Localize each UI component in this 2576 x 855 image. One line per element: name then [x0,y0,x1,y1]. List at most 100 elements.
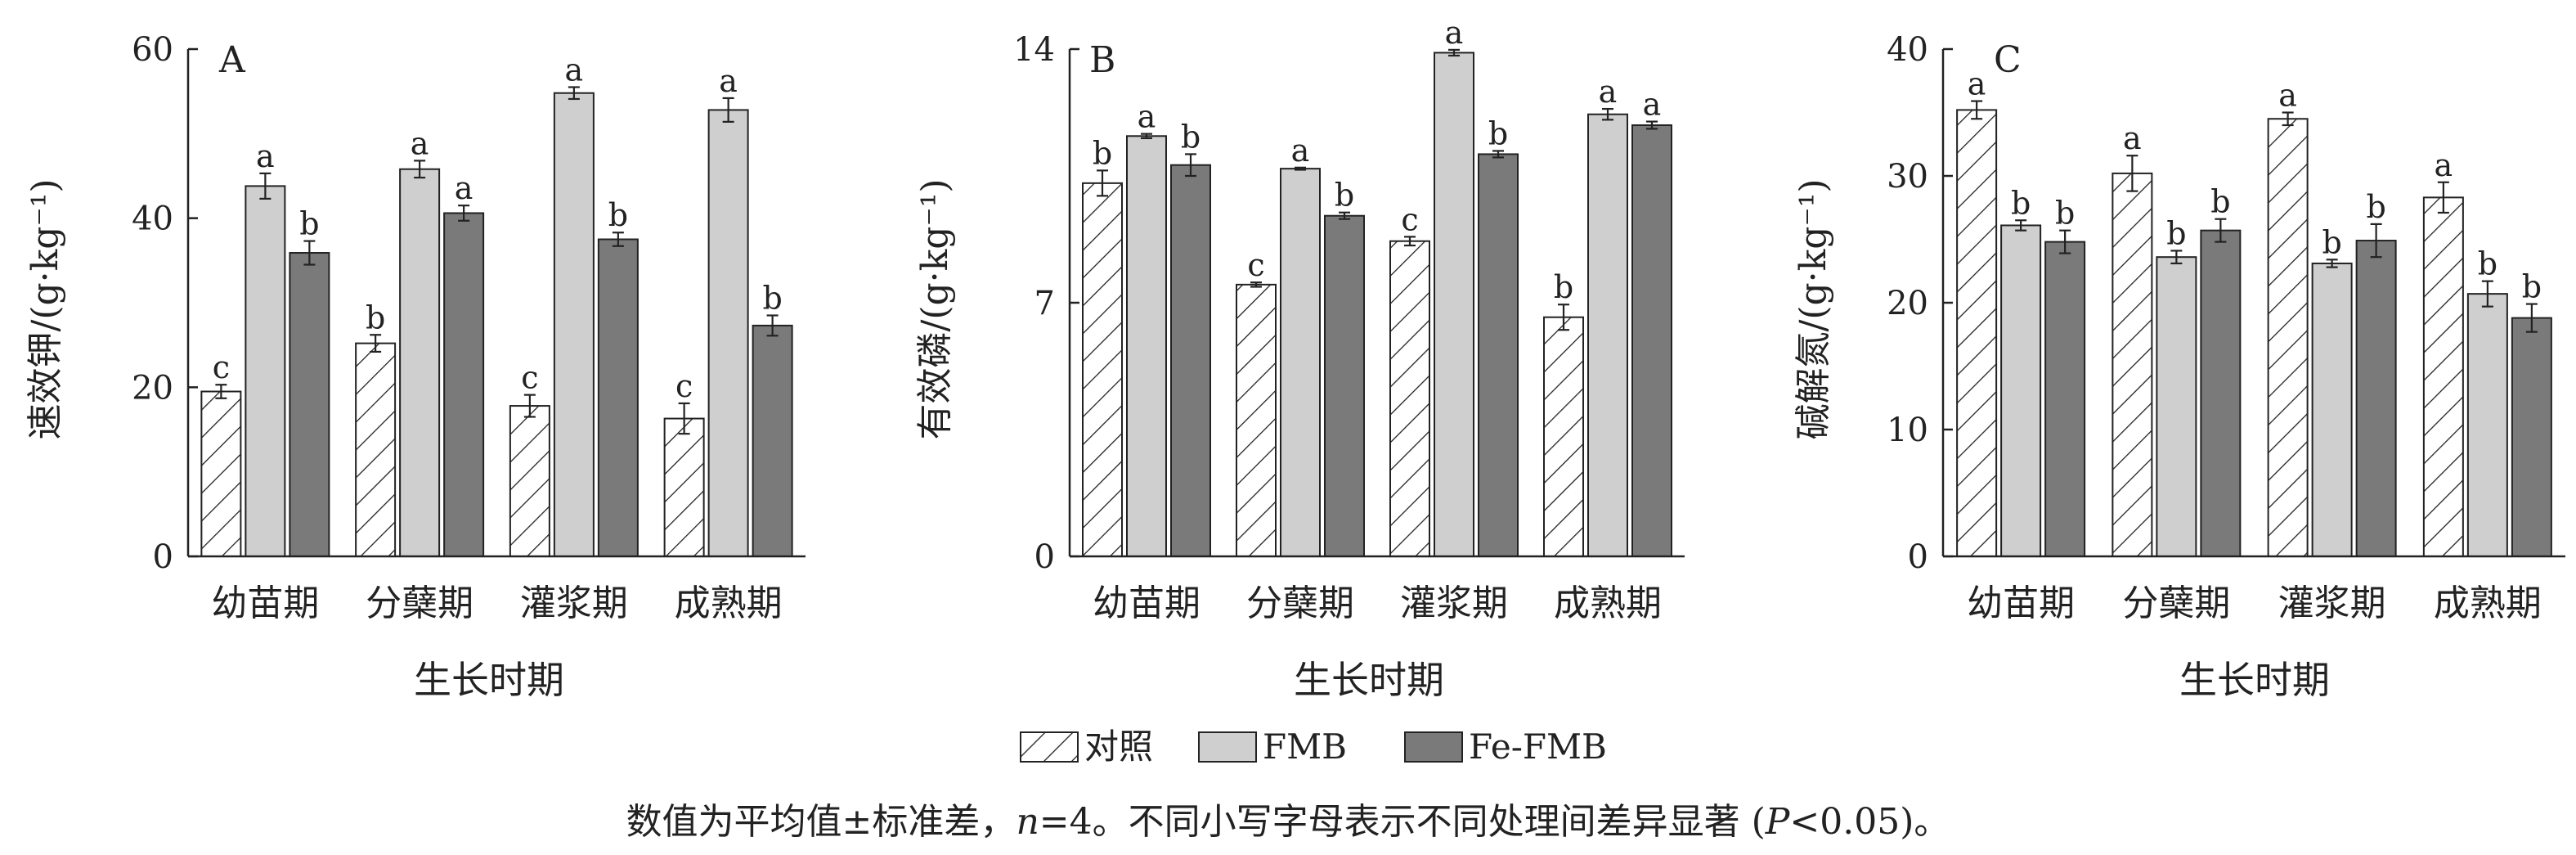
bar-b-fefmb-2 [1478,153,1519,558]
x-tick-label-a-3: 成熟期 [675,583,783,624]
error-bar-c-fefmb-3 [2525,303,2538,333]
significance-letter-c-fefmb-2: b [2366,189,2385,225]
bar-c-fmb-1 [2156,256,2197,557]
bar-a-fefmb-3 [752,324,793,557]
bar-b-control-2 [1389,240,1430,557]
significance-letter-c-control-1: a [2123,120,2142,156]
y-tick-label-c-0: 0 [1908,538,1928,576]
error-bar-c-control-0 [1971,100,1983,120]
footnote-text-1: 数值为平均值±标准差， [626,801,1016,843]
bar-c-fefmb-0 [2044,241,2086,557]
bar-b-fmb-0 [1126,135,1167,558]
bar-b-fmb-1 [1280,168,1321,557]
legend-label-fmb: FMB [1263,727,1347,767]
legend-swatch-fmb [1198,731,1257,763]
y-tick-label-a-2: 40 [132,200,173,238]
bar-b-control-1 [1236,283,1277,557]
significance-letter-a-fmb-3: a [719,63,738,99]
legend-label-control: 对照 [1084,727,1153,767]
footnote-text-2: =4。不同小写字母表示不同处理间差异显著 ( [1039,801,1766,843]
significance-letter-b-fefmb-2: b [1488,115,1508,151]
bar-b-fmb-2 [1434,52,1474,557]
error-bar-a-control-3 [678,402,690,435]
error-bar-a-fefmb-0 [303,240,316,266]
bar-a-control-3 [663,417,705,558]
x-tick-label-a-2: 灌浆期 [520,583,628,624]
significance-letter-b-fmb-0: a [1138,99,1156,135]
significance-letter-c-control-3: a [2435,147,2453,183]
bar-c-control-2 [2267,118,2309,557]
bar-b-control-0 [1082,182,1123,557]
significance-letter-c-fefmb-3: b [2522,269,2542,305]
panel-label-b: B [1089,39,1115,81]
significance-letter-c-control-2: a [2278,78,2297,114]
significance-letter-a-control-3: c [675,368,693,404]
error-bar-b-control-0 [1097,169,1108,197]
error-bar-b-fmb-2 [1448,48,1460,57]
x-tick-label-a-1: 分蘖期 [366,583,473,624]
bar-c-control-1 [2112,172,2153,557]
x-tick-label-b-2: 灌浆期 [1400,583,1508,624]
significance-letter-c-fmb-1: b [2166,215,2186,251]
bar-a-fefmb-2 [597,238,639,557]
y-tick-label-a-1: 20 [132,369,173,407]
bar-a-control-0 [200,390,242,557]
error-bar-b-fefmb-3 [1646,120,1658,130]
bar-c-fmb-0 [2000,224,2042,557]
bar-b-fefmb-1 [1324,214,1365,557]
significance-letter-b-control-1: c [1247,247,1264,283]
y-tick-label-c-2: 20 [1887,285,1928,322]
bar-c-fmb-3 [2466,293,2508,557]
x-tick-label-a-0: 幼苗期 [211,583,319,624]
error-bar-a-fmb-1 [414,160,426,179]
legend: 对照 FMB Fe-FMB [1020,727,1607,767]
significance-letter-b-fmb-1: a [1291,133,1310,169]
bar-a-fmb-1 [399,168,441,557]
x-tick-label-b-1: 分蘖期 [1246,583,1354,624]
error-bar-b-control-3 [1558,304,1569,331]
y-tick-label-b-1: 7 [1034,285,1055,322]
error-bar-a-fmb-2 [568,86,580,101]
error-bar-a-control-2 [523,394,536,418]
footnote-text-3: <0.05)。 [1789,801,1950,843]
significance-letter-c-fmb-0: b [2011,185,2031,221]
x-tick-label-c-2: 灌浆期 [2278,583,2386,624]
legend-swatch-fefmb [1404,731,1463,763]
error-bar-c-control-1 [2126,155,2138,192]
error-bar-c-fefmb-0 [2059,229,2071,254]
error-bar-a-fefmb-2 [612,232,624,247]
bar-b-control-3 [1543,316,1584,557]
significance-letter-b-fefmb-3: a [1643,87,1662,123]
error-bar-b-fefmb-0 [1185,153,1196,178]
bar-c-control-0 [1956,109,1998,557]
panel-label-a: A [218,39,246,81]
significance-letter-b-control-0: b [1093,135,1112,171]
error-bar-a-control-1 [370,334,382,353]
error-bar-b-fmb-0 [1141,133,1152,140]
bar-c-control-3 [2422,196,2464,557]
panel-label-c: C [1994,39,2022,81]
bar-c-fefmb-3 [2511,317,2552,557]
error-bar-b-control-2 [1404,236,1416,247]
bar-b-fefmb-3 [1631,124,1672,557]
y-axis-label-a: 速效钾/(g·kg⁻¹) [25,179,66,440]
significance-letter-a-fefmb-0: b [299,206,319,242]
y-axis-label-b: 有效磷/(g·kg⁻¹) [914,179,956,440]
error-bar-c-fmb-1 [2170,250,2183,265]
x-tick-label-c-3: 成熟期 [2434,583,2542,624]
significance-letter-c-fefmb-1: b [2210,184,2230,220]
error-bar-b-fmb-1 [1295,166,1306,171]
x-axis-label-b: 生长时期 [1294,658,1444,702]
error-bar-c-fefmb-2 [2370,223,2382,259]
significance-letter-a-fefmb-2: b [608,197,628,233]
bar-a-fmb-0 [245,185,286,557]
bar-b-fefmb-0 [1170,164,1211,557]
y-tick-label-b-2: 14 [1013,31,1055,69]
y-tick-label-a-3: 60 [132,31,173,69]
significance-letter-b-control-3: b [1554,269,1573,305]
bar-a-control-1 [355,342,397,557]
error-bar-a-fmb-0 [259,172,272,200]
